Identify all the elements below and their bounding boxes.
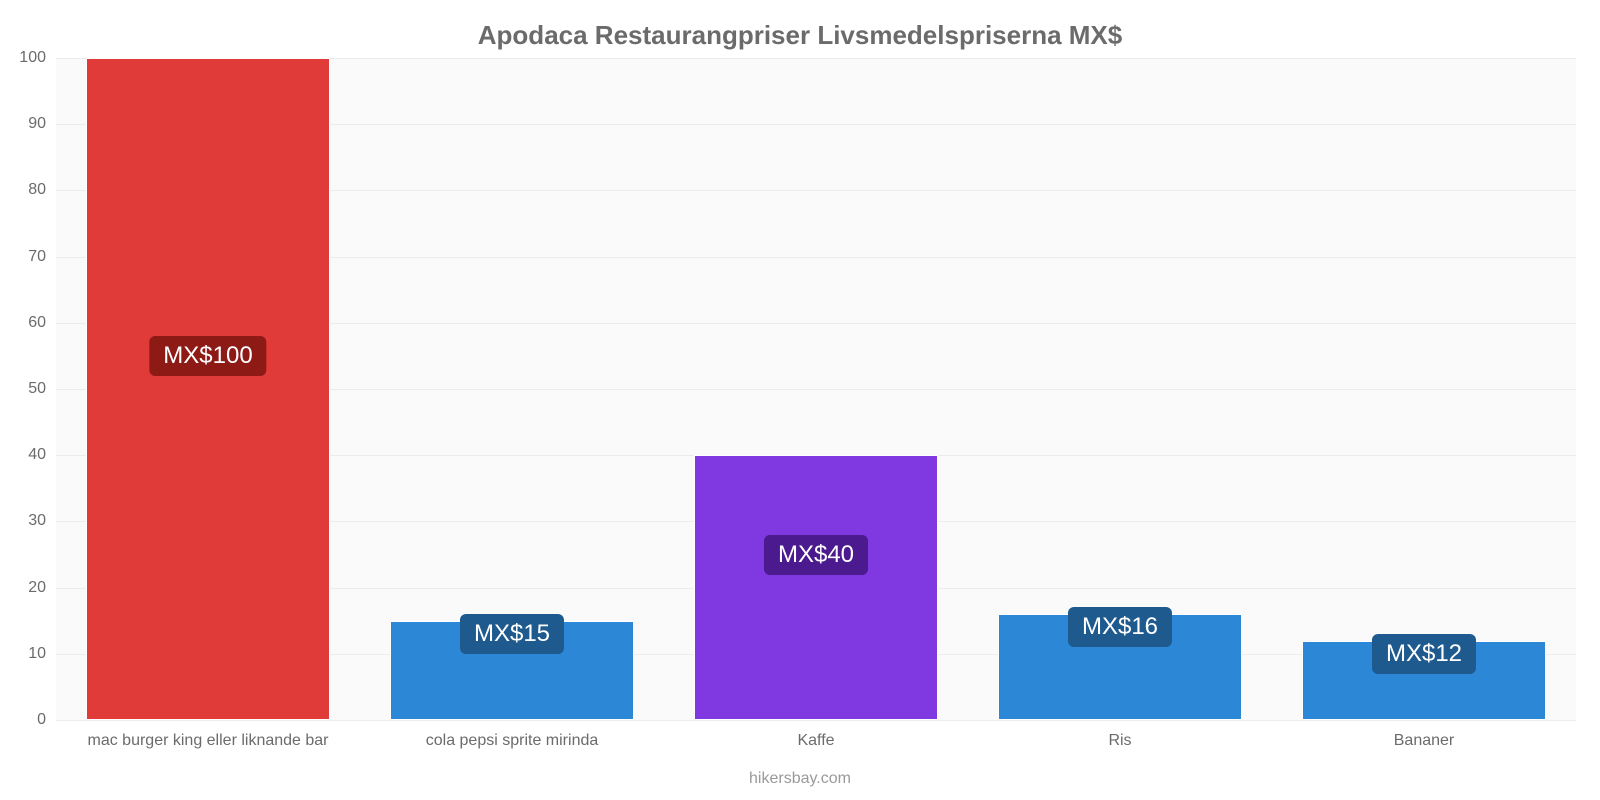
value-badge: MX$16 — [1068, 607, 1172, 647]
y-tick-label: 50 — [28, 380, 56, 398]
plot-area: 0102030405060708090100 mac burger king e… — [56, 58, 1576, 720]
y-tick-label: 20 — [28, 579, 56, 597]
x-tick-label: cola pepsi sprite mirinda — [426, 720, 599, 750]
chart-footer: hikersbay.com — [0, 770, 1600, 788]
y-tick-label: 80 — [28, 181, 56, 199]
y-tick-label: 40 — [28, 446, 56, 464]
y-tick-label: 70 — [28, 248, 56, 266]
x-tick-label: mac burger king eller liknande bar — [87, 720, 328, 750]
value-badge: MX$100 — [149, 336, 266, 376]
value-badge: MX$12 — [1372, 634, 1476, 674]
value-badge: MX$15 — [460, 614, 564, 654]
value-badge: MX$40 — [764, 535, 868, 575]
chart-title: Apodaca Restaurangpriser Livsmedelsprise… — [0, 0, 1600, 51]
x-tick-label: Bananer — [1394, 720, 1455, 750]
y-tick-label: 90 — [28, 115, 56, 133]
price-bar-chart: Apodaca Restaurangpriser Livsmedelsprise… — [0, 0, 1600, 800]
y-tick-label: 60 — [28, 314, 56, 332]
y-tick-label: 100 — [19, 49, 56, 67]
x-tick-label: Kaffe — [797, 720, 834, 750]
value-labels-layer: MX$100 MX$15 MX$40 MX$16 MX$12 — [56, 58, 1576, 720]
y-tick-label: 10 — [28, 645, 56, 663]
y-tick-label: 0 — [37, 711, 56, 729]
x-tick-label: Ris — [1108, 720, 1131, 750]
y-tick-label: 30 — [28, 512, 56, 530]
